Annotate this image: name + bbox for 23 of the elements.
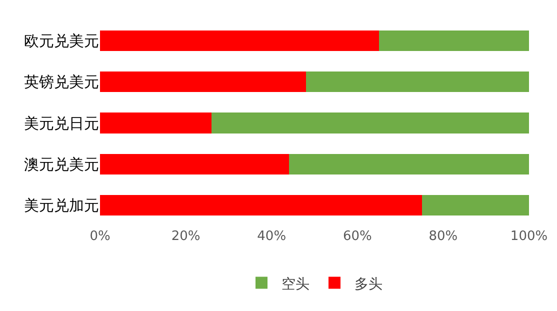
legend-label: 空头 [282,276,310,292]
legend-label: 多头 [354,276,382,292]
bar [100,72,306,92]
x-tick-label: 40% [257,229,286,244]
bar [378,30,529,51]
y-tick-label: 英镑兑美元 [24,73,99,92]
y-tick-label: 欧元兑美元 [24,32,99,50]
bar [100,30,379,51]
x-tick-label: 20% [171,229,200,244]
bar [212,112,529,134]
bar [100,195,422,216]
y-tick-label: 美元兑日元 [24,114,99,132]
y-tick-label: 澳元兑美元 [24,155,99,174]
bar [100,154,289,174]
bar [100,112,212,134]
x-tick-label: 0% [90,229,110,244]
y-tick-label: 美元兑加元 [24,196,99,215]
x-tick-label: 60% [342,229,372,244]
bar [422,195,529,216]
bar [306,72,529,92]
x-tick-label: 100% [510,229,548,244]
x-tick-label: 80% [428,229,458,244]
bar [288,154,529,174]
